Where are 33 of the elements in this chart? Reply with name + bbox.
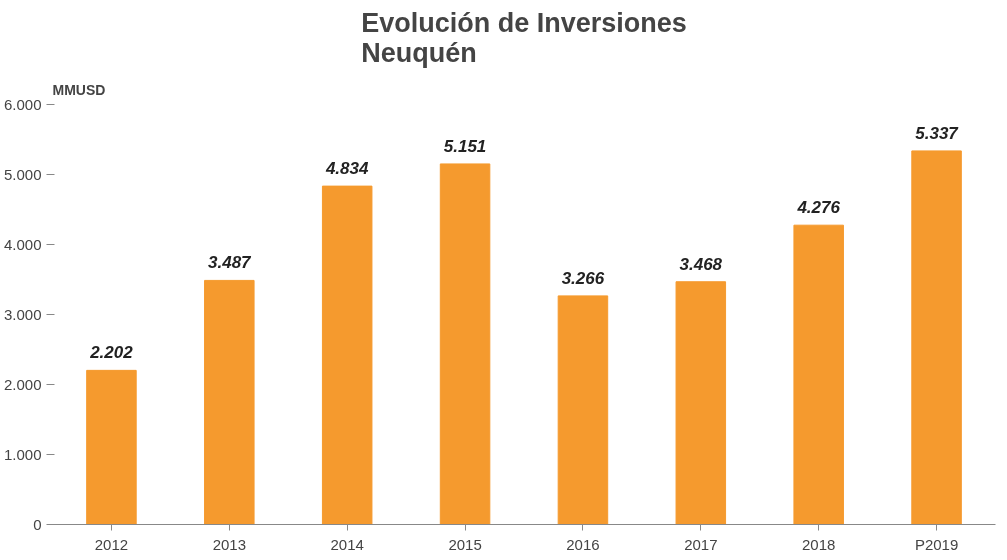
x-tick-label: 2017 [684,535,718,553]
y-tick-label: 0 [33,515,42,533]
x-tick-label: 2015 [448,535,482,553]
bar [439,163,491,525]
data-label: 3.266 [561,268,605,288]
bar [321,185,373,525]
x-tick-label: 2012 [94,535,129,553]
y-tick-label: 2.000 [3,375,42,393]
y-tick-label: 3.000 [3,305,42,323]
x-tick-label: 2016 [566,535,600,553]
data-label: 5.337 [915,123,960,143]
data-label: 3.468 [679,254,723,274]
bar [911,150,962,525]
data-label: 2.202 [89,343,134,363]
bar [86,369,137,525]
data-label: 4.834 [324,159,369,179]
data-label: 4.276 [796,198,841,218]
data-label: 5.151 [443,136,487,156]
bar [793,224,844,525]
x-tick-label: 2018 [802,535,836,553]
x-tick-label: 2014 [330,535,364,553]
bar [675,281,727,525]
x-tick-label: P2019 [914,535,959,553]
y-tick-label: 5.000 [3,165,42,183]
x-tick-label: 2013 [212,535,246,553]
data-label: 3.487 [208,253,253,273]
y-tick-label: 6.000 [3,95,42,113]
y-tick-label: 4.000 [3,235,42,253]
chart-title: Evolución de Inversiones Neuquén [361,7,687,68]
y-tick-label: 1.000 [3,445,42,463]
bar [204,279,255,525]
y-axis-title: MMUSD [52,81,106,98]
bar [557,295,609,525]
